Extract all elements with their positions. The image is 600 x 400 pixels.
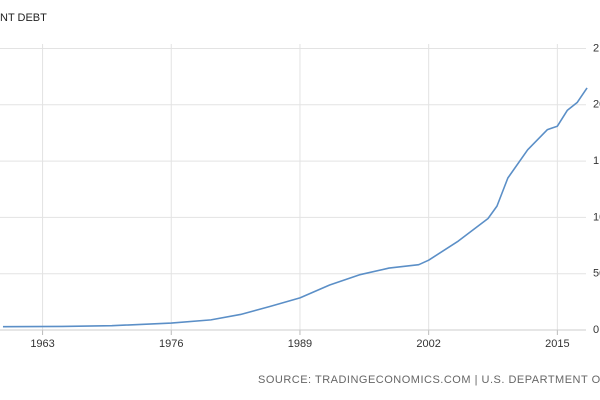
- x-tick-label: 1989: [288, 338, 312, 350]
- line-series: [2, 87, 588, 328]
- y-tick-label: 10: [593, 211, 600, 223]
- x-tick-label: 1976: [159, 338, 183, 350]
- y-tick-label: 0: [593, 324, 599, 336]
- chart-title: NT DEBT: [0, 12, 47, 24]
- x-tick-label: 1963: [30, 338, 54, 350]
- y-tick-label: 50: [593, 268, 600, 280]
- y-tick-label: 1: [593, 155, 599, 167]
- x-tick-label: 2002: [416, 338, 440, 350]
- source-note: SOURCE: TRADINGECONOMICS.COM | U.S. DEPA…: [258, 374, 600, 386]
- y-tick-label: 2: [593, 42, 599, 54]
- x-tick-label: 2015: [545, 338, 569, 350]
- y-tick-label: 20: [593, 99, 600, 111]
